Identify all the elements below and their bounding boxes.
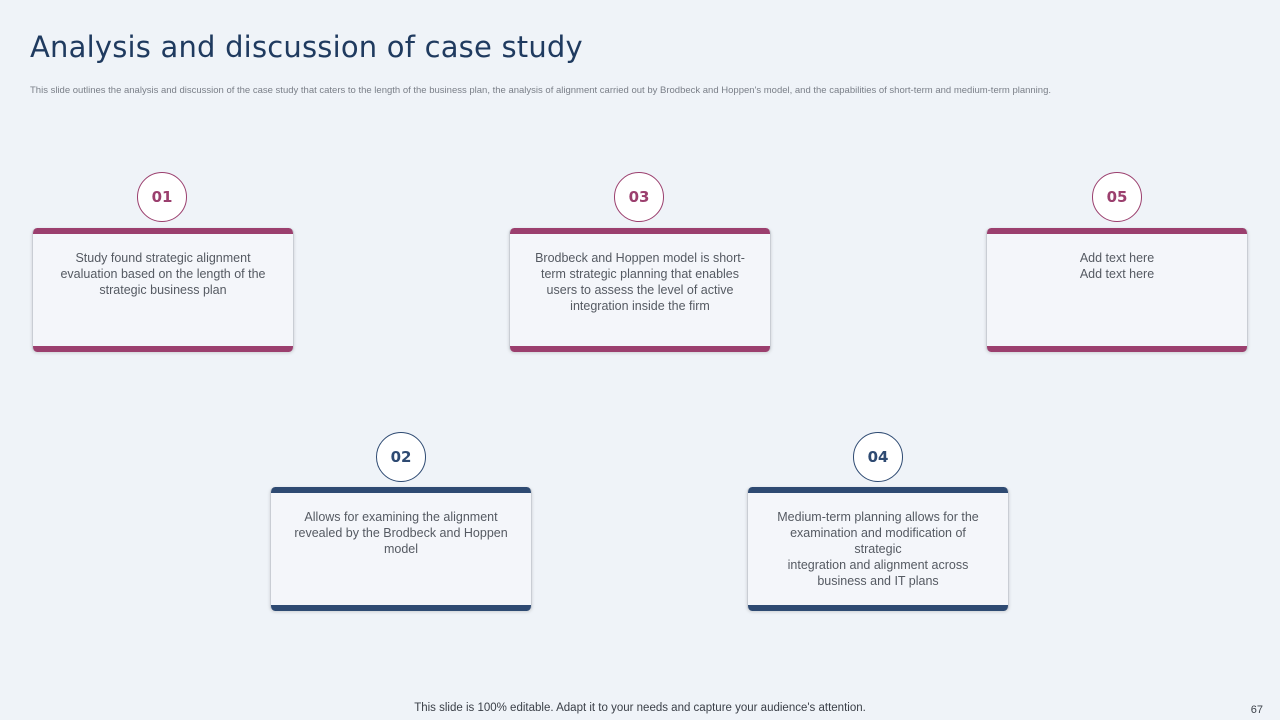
step-03-card: Brodbeck and Hoppen model is short- term… [509, 228, 771, 352]
step-03-text: Brodbeck and Hoppen model is short- term… [528, 250, 752, 314]
step-03-text-line: integration inside the firm [570, 299, 710, 313]
footer-note: This slide is 100% editable. Adapt it to… [414, 702, 866, 714]
step-02-text-line: revealed by the Brodbeck and Hoppen [294, 526, 508, 540]
card-top-accent-bar [271, 487, 531, 493]
step-01-text-line: Study found strategic alignment [75, 251, 251, 265]
step-04-text-line: examination and modification of strategi… [790, 526, 966, 556]
step-05-text: Add text here Add text here [1005, 250, 1229, 282]
step-02-text-line: model [383, 542, 419, 556]
card-bottom-accent-bar [748, 605, 1008, 611]
card-top-accent-bar [510, 228, 770, 234]
slide-subtitle: This slide outlines the analysis and dis… [30, 85, 1051, 96]
card-bottom-accent-bar [33, 346, 293, 352]
step-02-card: Allows for examining the alignment revea… [270, 487, 532, 611]
step-05-text-line: Add text here [1079, 251, 1155, 265]
step-02-number-badge: 02 [376, 432, 426, 482]
step-05-number-badge: 05 [1092, 172, 1142, 222]
step-04-text-line: business and IT plans [817, 574, 939, 588]
step-01-card: Study found strategic alignment evaluati… [32, 228, 294, 352]
card-bottom-accent-bar [987, 346, 1247, 352]
step-03-number-badge: 03 [614, 172, 664, 222]
step-03-text-line: term strategic planning that enables [540, 267, 740, 281]
step-01-number-badge: 01 [137, 172, 187, 222]
step-04-number-badge: 04 [853, 432, 903, 482]
step-04-text-line: Medium-term planning allows for the [777, 510, 979, 524]
step-02-text: Allows for examining the alignment revea… [289, 509, 513, 557]
card-top-accent-bar [987, 228, 1247, 234]
card-top-accent-bar [33, 228, 293, 234]
step-01-text: Study found strategic alignment evaluati… [51, 250, 275, 298]
slide-title: Analysis and discussion of case study [30, 30, 583, 64]
step-03-text-line: users to assess the level of active [546, 283, 734, 297]
step-02-text-line: Allows for examining the alignment [304, 510, 498, 524]
card-bottom-accent-bar [510, 346, 770, 352]
page-number: 67 [1250, 704, 1263, 716]
step-01-text-line: strategic business plan [99, 283, 227, 297]
step-05-text-line: Add text here [1079, 267, 1155, 281]
step-04-card: Medium-term planning allows for the exam… [747, 487, 1009, 611]
card-bottom-accent-bar [271, 605, 531, 611]
step-04-text-line: integration and alignment across [787, 558, 969, 572]
card-top-accent-bar [748, 487, 1008, 493]
step-04-text: Medium-term planning allows for the exam… [766, 509, 990, 589]
step-01-text-line: evaluation based on the length of the [60, 267, 266, 281]
step-03-text-line: Brodbeck and Hoppen model is short- [535, 251, 745, 265]
step-05-card: Add text here Add text here [986, 228, 1248, 352]
